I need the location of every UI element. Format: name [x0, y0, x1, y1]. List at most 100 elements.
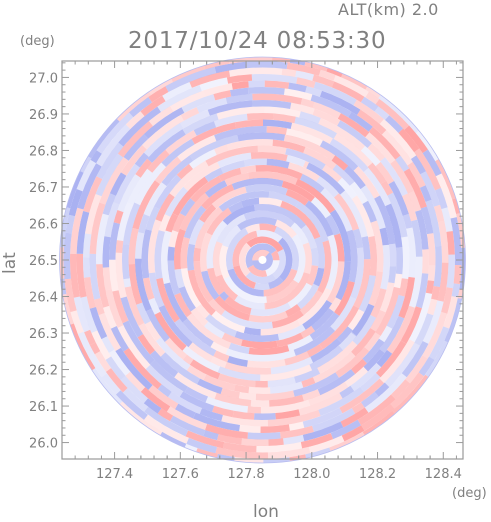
radar-cell [203, 374, 236, 391]
radar-cell [295, 70, 314, 81]
radar-cell [280, 200, 321, 240]
radar-cell [319, 305, 360, 350]
radar-cell [368, 271, 383, 307]
radar-cell [143, 182, 167, 217]
radar-cell [96, 142, 124, 180]
radar-cell [291, 234, 306, 284]
radar-cell [375, 161, 395, 185]
radar-cell [398, 278, 409, 297]
radar-cell [349, 181, 368, 204]
radar-cell [272, 249, 287, 280]
radar-cell [215, 447, 269, 459]
radar-cell [250, 302, 291, 316]
radar-cell [132, 180, 160, 230]
radar-cell [293, 372, 339, 397]
radar-cell [148, 297, 161, 315]
radar-cell [208, 332, 231, 349]
radar-cell [174, 268, 185, 289]
radar-cell [245, 223, 260, 234]
radar-cell [433, 245, 442, 287]
radar-cell [351, 402, 365, 414]
radar-cell [295, 178, 336, 214]
x-tick-label: 127.4 [96, 467, 133, 482]
radar-cell [148, 219, 162, 274]
radar-cell [435, 187, 448, 210]
radar-cell [422, 300, 444, 344]
radar-cell [247, 406, 261, 414]
radar-cell [155, 337, 191, 371]
radar-cell [137, 334, 155, 355]
radar-cell [452, 198, 460, 214]
radar-cell [188, 219, 205, 246]
radar-cell [215, 274, 238, 301]
radar-cell [318, 118, 366, 151]
radar-cell [157, 408, 174, 422]
radar-cell [290, 122, 333, 144]
radar-cell [266, 126, 288, 135]
radar-cell [232, 230, 258, 267]
radar-cell [174, 318, 217, 357]
radar-cell [83, 176, 103, 213]
radar-cell [268, 276, 284, 290]
radar-cell [427, 298, 438, 316]
radar-cell [360, 145, 381, 167]
radar-cell [335, 261, 351, 301]
radar-cell [207, 267, 225, 296]
radar-cell [365, 91, 380, 105]
radar-cell [365, 86, 381, 99]
radar-cell [169, 160, 209, 198]
radar-cell [205, 145, 258, 167]
radar-cell [172, 176, 209, 217]
radar-cell [294, 116, 337, 139]
radar-cell [66, 171, 84, 209]
radar-cell [77, 163, 102, 210]
radar-cell [306, 344, 323, 358]
radar-cell [96, 264, 110, 308]
radar-cell [167, 260, 181, 296]
radar-cell [407, 161, 426, 188]
radar-cell [164, 186, 188, 217]
radar-cell [123, 348, 162, 390]
radar-cell [300, 98, 315, 108]
radar-cell [122, 320, 155, 365]
radar-cell [70, 310, 84, 334]
radar-cell [68, 189, 83, 217]
radar-cell [190, 175, 222, 203]
radar-cell [135, 232, 145, 259]
radar-cell [211, 310, 246, 334]
radar-cell [204, 180, 228, 198]
radar-cell [411, 219, 423, 257]
radar-cell [89, 342, 101, 355]
radar-cell [225, 93, 253, 104]
radar-cell [309, 312, 340, 341]
radar-cell [326, 67, 343, 78]
radar-cell [134, 258, 152, 312]
radar-cell [96, 124, 131, 167]
radar-cell [265, 260, 280, 277]
radar-cell [300, 433, 334, 449]
radar-cell [193, 261, 214, 303]
radar-cell [167, 246, 175, 261]
radar-cell [94, 298, 105, 316]
radar-cell [310, 338, 342, 363]
radar-cell [122, 388, 149, 412]
radar-cell [180, 237, 190, 269]
radar-cell [329, 432, 365, 452]
radar-cell [362, 410, 395, 436]
radar-cell [344, 366, 368, 388]
radar-cell [189, 149, 217, 169]
radar-cell [195, 304, 210, 319]
radar-cell [221, 332, 243, 346]
radar-cell [214, 295, 250, 321]
radar-cell [243, 326, 261, 336]
radar-cell [127, 168, 153, 205]
radar-cell [257, 145, 287, 155]
radar-cell [96, 213, 109, 265]
radar-cell [115, 252, 127, 299]
radar-cell [171, 65, 206, 83]
x-axis: 127.4 127.6 127.8 128.0 128.2 128.4 [61, 61, 462, 482]
radar-cell [254, 203, 307, 229]
radar-cell [353, 166, 380, 199]
radar-cell [266, 279, 299, 303]
radar-cell [393, 273, 403, 289]
